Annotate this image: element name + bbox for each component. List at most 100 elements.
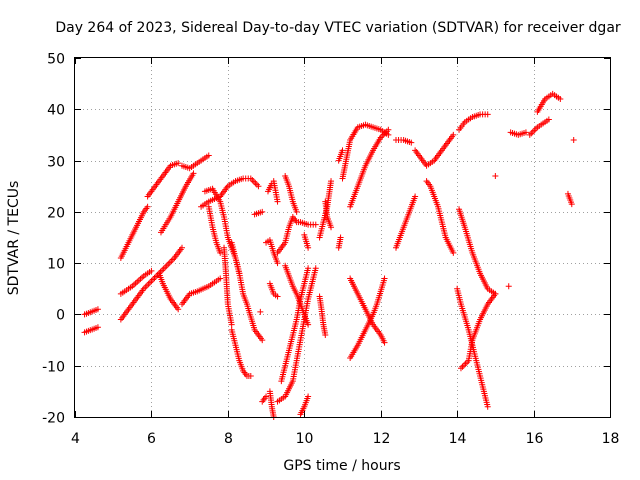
data-point	[305, 265, 312, 272]
data-point	[531, 127, 538, 134]
data-point	[162, 264, 169, 271]
series-track	[393, 137, 415, 146]
data-point	[179, 244, 185, 251]
data-point	[143, 282, 150, 289]
data-point	[337, 234, 344, 241]
data-point	[257, 308, 264, 315]
y-tick-label: -20	[42, 411, 65, 427]
series-track	[156, 270, 182, 313]
series-track	[274, 213, 319, 256]
data-point	[412, 193, 419, 200]
data-point	[305, 244, 312, 251]
data-point	[157, 268, 164, 275]
series-track	[335, 147, 346, 164]
x-tick-label: 8	[224, 431, 233, 447]
series-track	[117, 203, 151, 262]
series-track	[347, 126, 392, 210]
data-point	[94, 306, 101, 313]
data-point	[274, 198, 281, 205]
data-point	[146, 279, 153, 286]
series-track	[117, 267, 155, 297]
y-tick-label: 30	[47, 155, 65, 171]
series-track	[297, 393, 312, 418]
series-track	[301, 231, 312, 251]
series-track	[339, 121, 392, 182]
data-point	[142, 284, 149, 291]
series-track	[412, 131, 457, 169]
series-track	[526, 116, 552, 138]
data-point	[459, 363, 466, 370]
data-point	[328, 224, 335, 231]
x-tick-label: 18	[602, 431, 620, 447]
data-point	[163, 262, 170, 269]
data-point	[250, 178, 257, 185]
x-tick-label: 6	[147, 431, 156, 447]
series-track	[228, 239, 266, 344]
plot-frame	[74, 57, 611, 418]
data-point	[484, 403, 491, 410]
series-track	[81, 324, 101, 336]
data-point	[462, 360, 469, 367]
data-point	[381, 339, 388, 346]
data-point	[322, 331, 329, 338]
series-track	[179, 275, 224, 308]
series-track	[456, 206, 499, 297]
series-track	[81, 306, 101, 318]
data-point	[492, 290, 499, 297]
data-point	[450, 249, 457, 256]
data-point	[148, 278, 155, 285]
data-point	[522, 129, 529, 136]
data-point	[151, 275, 158, 282]
data-point	[528, 130, 535, 137]
data-point	[545, 116, 552, 123]
series-track	[322, 198, 335, 231]
chart-title: Day 264 of 2023, Sidereal Day-to-day VTE…	[55, 20, 621, 36]
y-tick-label: 10	[47, 257, 65, 273]
series-track	[266, 388, 277, 420]
data-point	[165, 261, 172, 268]
data-point	[249, 177, 256, 184]
x-tick-label: 4	[71, 431, 80, 447]
data-point	[484, 111, 491, 118]
x-tick-label: 12	[373, 431, 391, 447]
data-point	[385, 126, 392, 133]
series-track	[117, 244, 185, 323]
data-point	[274, 293, 281, 300]
data-point	[169, 256, 176, 263]
data-point	[293, 208, 300, 215]
series-track	[270, 178, 281, 205]
series-track	[157, 170, 197, 236]
data-point	[259, 208, 266, 215]
series-track	[144, 160, 182, 200]
data-point	[312, 265, 319, 272]
series-track	[457, 290, 499, 372]
data-point	[312, 221, 319, 228]
series-track	[316, 178, 335, 241]
series-track	[251, 180, 275, 315]
data-point	[305, 321, 312, 328]
data-point	[450, 131, 457, 138]
x-tick-label: 16	[526, 431, 544, 447]
series-track	[507, 129, 529, 138]
data-point	[532, 125, 539, 132]
data-point	[505, 283, 512, 290]
series-track	[316, 293, 329, 338]
data-point	[94, 324, 101, 331]
series-track	[278, 265, 312, 385]
y-tick-label: 40	[47, 103, 65, 119]
series-track	[282, 172, 300, 215]
data-point	[305, 393, 312, 400]
data-layer	[81, 90, 577, 420]
data-point	[217, 275, 224, 282]
series-track	[393, 193, 419, 251]
series-track	[423, 178, 457, 256]
series-track	[456, 111, 491, 133]
data-point	[255, 183, 262, 190]
data-point	[175, 306, 182, 313]
data-point	[339, 147, 346, 154]
data-point	[205, 152, 212, 159]
data-point	[148, 267, 155, 274]
data-point	[145, 281, 152, 288]
data-point	[175, 160, 182, 167]
series-track	[335, 234, 344, 251]
